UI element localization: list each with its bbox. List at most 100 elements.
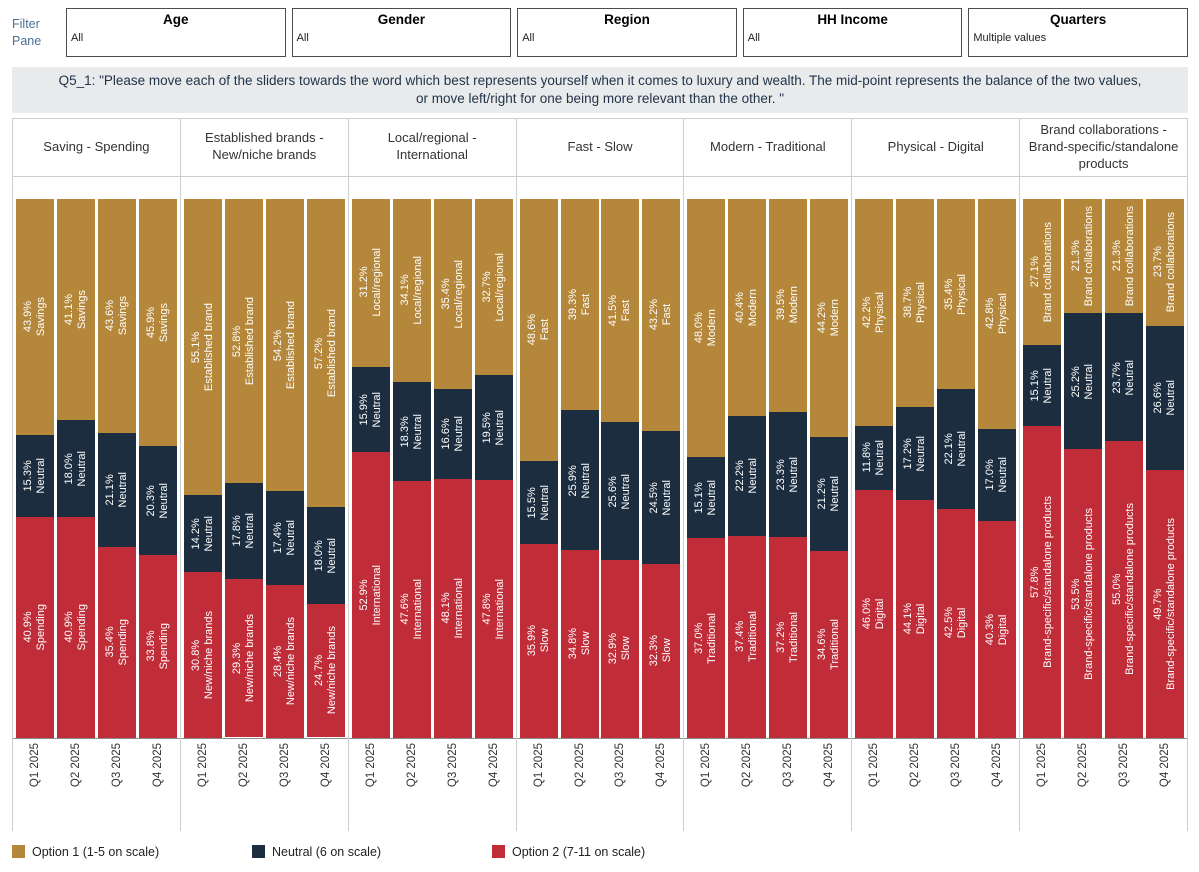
bar-segment-option2[interactable]: 48.1% International — [433, 478, 472, 738]
bar-segment-neutral[interactable]: 11.8% Neutral — [855, 426, 894, 490]
bar-segment-neutral[interactable]: 14.2% Neutral — [183, 495, 222, 572]
bar-segment-option1[interactable]: 23.7% Brand collaborations — [1146, 198, 1185, 327]
segment-percent: 20.3% — [144, 485, 157, 517]
bar-segment-option2[interactable]: 57.8% Brand-specific/standalone products — [1023, 426, 1062, 738]
bar-segment-neutral[interactable]: 18.0% Neutral — [56, 420, 95, 518]
bar-segment-option1[interactable]: 54.2% Established brand — [265, 198, 304, 491]
bar-segment-option1[interactable]: 43.6% Savings — [97, 198, 136, 434]
bar-segment-option1[interactable]: 44.2% Modern — [810, 198, 849, 437]
bar-segment-neutral[interactable]: 17.4% Neutral — [265, 490, 304, 585]
bar-segment-neutral[interactable]: 18.0% Neutral — [306, 506, 345, 604]
bar-segment-neutral[interactable]: 18.3% Neutral — [392, 382, 431, 482]
bar-segment-neutral[interactable]: 23.7% Neutral — [1105, 313, 1144, 442]
legend-item-option2[interactable]: Option 2 (7-11 on scale) — [492, 845, 732, 859]
bar-segment-neutral[interactable]: 15.1% Neutral — [1023, 344, 1062, 427]
bar-segment-option1[interactable]: 38.7% Physical — [896, 198, 935, 408]
filter-region[interactable]: Region All — [517, 8, 737, 57]
bar-segment-option2[interactable]: 29.3% New/niche brands — [224, 579, 263, 738]
bar-segment-neutral[interactable]: 21.1% Neutral — [97, 433, 136, 548]
bar-segment-option1[interactable]: 42.8% Physical — [978, 198, 1017, 430]
segment-percent: 14.2% — [189, 517, 202, 550]
bar-segment-option2[interactable]: 35.9% Slow — [519, 544, 558, 738]
bar-segment-option2[interactable]: 42.5% Digital — [937, 508, 976, 738]
filter-age[interactable]: Age All — [66, 8, 286, 57]
bar-segment-option2[interactable]: 52.9% International — [351, 452, 390, 738]
bar-segment-neutral[interactable]: 15.3% Neutral — [15, 435, 54, 518]
bar-segment-option2[interactable]: 28.4% New/niche brands — [265, 584, 304, 738]
bar-segment-neutral[interactable]: 26.6% Neutral — [1146, 326, 1185, 470]
bar-segment-option1[interactable]: 35.4% Physical — [937, 198, 976, 390]
bar-segment-neutral[interactable]: 20.3% Neutral — [138, 446, 177, 556]
bar-segment-neutral[interactable]: 15.1% Neutral — [687, 457, 726, 539]
bar-segment-option1[interactable]: 40.4% Modern — [728, 198, 767, 417]
bar-segment-option1[interactable]: 27.1% Brand collaborations — [1023, 198, 1062, 345]
bar-segment-option2[interactable]: 44.1% Digital — [896, 499, 935, 738]
bar-segment-neutral[interactable]: 17.0% Neutral — [978, 429, 1017, 521]
bar-segment-option2[interactable]: 47.8% International — [474, 479, 513, 738]
bar-segment-option1[interactable]: 41.5% Fast — [601, 198, 640, 423]
bar-segment-neutral[interactable]: 24.5% Neutral — [642, 431, 681, 564]
bar-segment-option2[interactable]: 37.4% Traditional — [728, 536, 767, 738]
bar-segment-neutral[interactable]: 21.2% Neutral — [810, 436, 849, 552]
bar-segment-option1[interactable]: 35.4% Local/regional — [433, 198, 472, 390]
bar-segment-option1[interactable]: 55.1% Established brand — [183, 198, 222, 496]
bar-segment-option2[interactable]: 32.3% Slow — [642, 563, 681, 738]
bar-segment-option1[interactable]: 21.3% Brand collaborations — [1105, 198, 1144, 314]
legend-item-option1[interactable]: Option 1 (1-5 on scale) — [12, 845, 252, 859]
bar-segment-option2[interactable]: 35.4% Spending — [97, 547, 136, 738]
bar-segment-option1[interactable]: 45.9% Savings — [138, 198, 177, 447]
axis-label-quarter: Q3 2025 — [1118, 742, 1131, 787]
bar-segment-option1[interactable]: 43.9% Savings — [15, 198, 54, 436]
bar-segment-neutral[interactable]: 22.2% Neutral — [728, 416, 767, 537]
bar-segment-neutral[interactable]: 16.6% Neutral — [433, 389, 472, 479]
bar-segment-option1[interactable]: 41.1% Savings — [56, 198, 95, 421]
bar-segment-option1[interactable]: 48.6% Fast — [519, 198, 558, 461]
bar-segment-option1[interactable]: 48.0% Modern — [687, 198, 726, 458]
bar-segment-option2[interactable]: 40.9% Spending — [56, 517, 95, 738]
bar-segment-option1[interactable]: 34.1% Local/regional — [392, 198, 431, 383]
bar-segment-option2[interactable]: 37.0% Traditional — [687, 538, 726, 738]
bar-segment-neutral[interactable]: 25.2% Neutral — [1064, 313, 1103, 450]
bar-segment-neutral[interactable]: 19.5% Neutral — [474, 374, 513, 480]
bar-segment-option1[interactable]: 39.3% Fast — [560, 198, 599, 411]
segment-label: 55.1% Established brand — [190, 303, 216, 391]
bar-segment-option1[interactable]: 43.2% Fast — [642, 198, 681, 432]
bar-segment-option1[interactable]: 32.7% Local/regional — [474, 198, 513, 375]
filter-hh-income[interactable]: HH Income All — [742, 8, 963, 57]
bar-segment-option2[interactable]: 47.6% International — [392, 481, 431, 738]
bar-segment-option2[interactable]: 40.9% Spending — [15, 517, 54, 738]
bar-segment-option2[interactable]: 49.7% Brand-specific/standalone products — [1146, 469, 1185, 738]
bar-segment-neutral[interactable]: 15.9% Neutral — [351, 366, 390, 453]
bar-segment-option2[interactable]: 34.6% Traditional — [810, 551, 849, 738]
bar-segment-option2[interactable]: 55.0% Brand-specific/standalone products — [1105, 441, 1144, 738]
filter-quarters[interactable]: Quarters Multiple values — [968, 8, 1188, 57]
bar-segment-neutral[interactable]: 22.1% Neutral — [937, 389, 976, 509]
bar-segment-option2[interactable]: 53.5% Brand-specific/standalone products — [1064, 449, 1103, 738]
bar-segment-option2[interactable]: 24.7% New/niche brands — [306, 603, 345, 738]
bar-segment-option2[interactable]: 40.3% Digital — [978, 520, 1017, 738]
bar-segment-option2[interactable]: 37.2% Traditional — [769, 537, 808, 738]
bar-segment-option1[interactable]: 21.3% Brand collaborations — [1064, 198, 1103, 314]
bar-segment-option2[interactable]: 34.8% Slow — [560, 550, 599, 738]
bar-segment-neutral[interactable]: 25.9% Neutral — [560, 410, 599, 551]
segment-category: Neutral — [1124, 359, 1137, 396]
segment-label: 48.1% International — [440, 578, 466, 639]
segment-percent: 18.0% — [312, 539, 325, 572]
bar-segment-option1[interactable]: 52.8% Established brand — [224, 198, 263, 484]
legend-item-neutral[interactable]: Neutral (6 on scale) — [252, 845, 492, 859]
bar-segment-neutral[interactable]: 15.5% Neutral — [519, 460, 558, 545]
bar-segment-neutral[interactable]: 17.2% Neutral — [896, 407, 935, 500]
filter-gender[interactable]: Gender All — [291, 8, 512, 57]
bar-segment-option2[interactable]: 32.9% Slow — [601, 560, 640, 738]
bar-segment-option1[interactable]: 57.2% Established brand — [306, 198, 345, 507]
bar-segment-option2[interactable]: 30.8% New/niche brands — [183, 571, 222, 738]
panel-title: Established brands - New/niche brands — [180, 119, 348, 177]
bar-segment-option1[interactable]: 39.5% Modern — [769, 198, 808, 412]
bar-segment-option2[interactable]: 46.0% Digital — [855, 489, 894, 738]
bar-segment-option1[interactable]: 31.2% Local/regional — [351, 198, 390, 367]
bar-segment-neutral[interactable]: 23.3% Neutral — [769, 411, 808, 538]
bar-segment-option1[interactable]: 42.2% Physical — [855, 198, 894, 427]
bar-segment-neutral[interactable]: 17.8% Neutral — [224, 483, 263, 580]
bar-segment-neutral[interactable]: 25.6% Neutral — [601, 422, 640, 561]
bar-segment-option2[interactable]: 33.8% Spending — [138, 555, 177, 738]
